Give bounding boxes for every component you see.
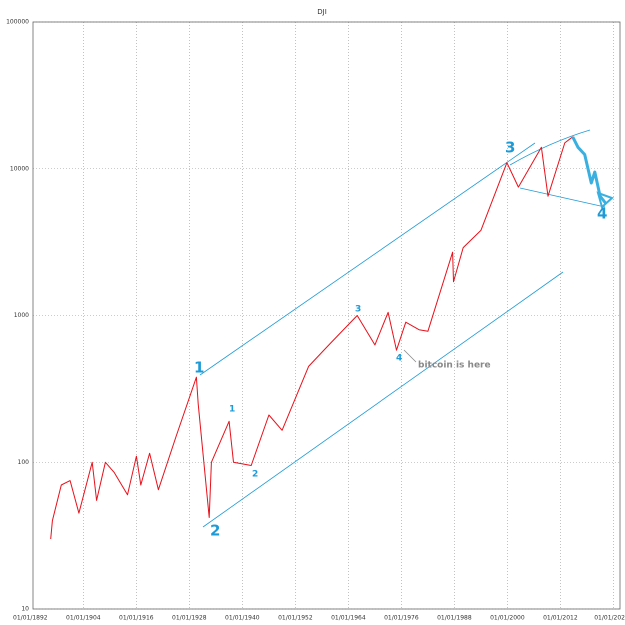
arrow-head (596, 191, 614, 209)
x-tick-label: 01/01/1916 (119, 615, 154, 622)
y-tick-label: 10000 (10, 165, 29, 172)
trend-line (199, 142, 536, 376)
x-tick-label: 01/01/2012 (543, 615, 578, 622)
annotation: 4 (597, 205, 607, 223)
series-line (571, 136, 608, 205)
grid: 10 100 1000 10000 100000 01/01/1892 01/01/1904… (6, 19, 625, 622)
x-tick-label: 01/01/1952 (278, 615, 313, 622)
annotation: 2 (210, 522, 220, 540)
chart-title: DJI (317, 8, 327, 16)
x-tick-label: 01/01/1964 (331, 615, 366, 622)
annotation: 3 (355, 305, 361, 315)
annotation: 1 (194, 359, 204, 377)
x-tick-label: 01/01/1892 (13, 615, 48, 622)
x-tick-label: 01/01/1940 (225, 615, 260, 622)
x-tick-label: 01/01/1976 (384, 615, 419, 622)
y-tick-label: 10 (21, 606, 29, 613)
x-tick-label: 01/01/1988 (437, 615, 472, 622)
annotation: 3 (505, 139, 515, 157)
series-group (50, 136, 608, 540)
x-tick-label: 01/01/1904 (66, 615, 101, 622)
x-tick-label: 01/01/2000 (490, 615, 525, 622)
y-tick-label: 100 (18, 459, 30, 466)
trend-line (519, 187, 606, 208)
plot-frame (32, 21, 621, 610)
annotation-pointer (403, 349, 417, 363)
annotation: 4 (396, 354, 402, 364)
y-tick-label: 100000 (6, 19, 29, 26)
trend-line (202, 271, 564, 528)
x-tick-label: 01/01/202 (594, 615, 625, 622)
y-tick-label: 1000 (14, 312, 29, 319)
annotation: 2 (252, 470, 258, 480)
trend-lines (199, 129, 606, 528)
trend-line (509, 129, 591, 166)
annotation: 1 (229, 405, 235, 415)
annotation: bitcoin is here (418, 361, 491, 371)
x-tick-label: 01/01/1928 (172, 615, 207, 622)
series-line (50, 136, 574, 540)
